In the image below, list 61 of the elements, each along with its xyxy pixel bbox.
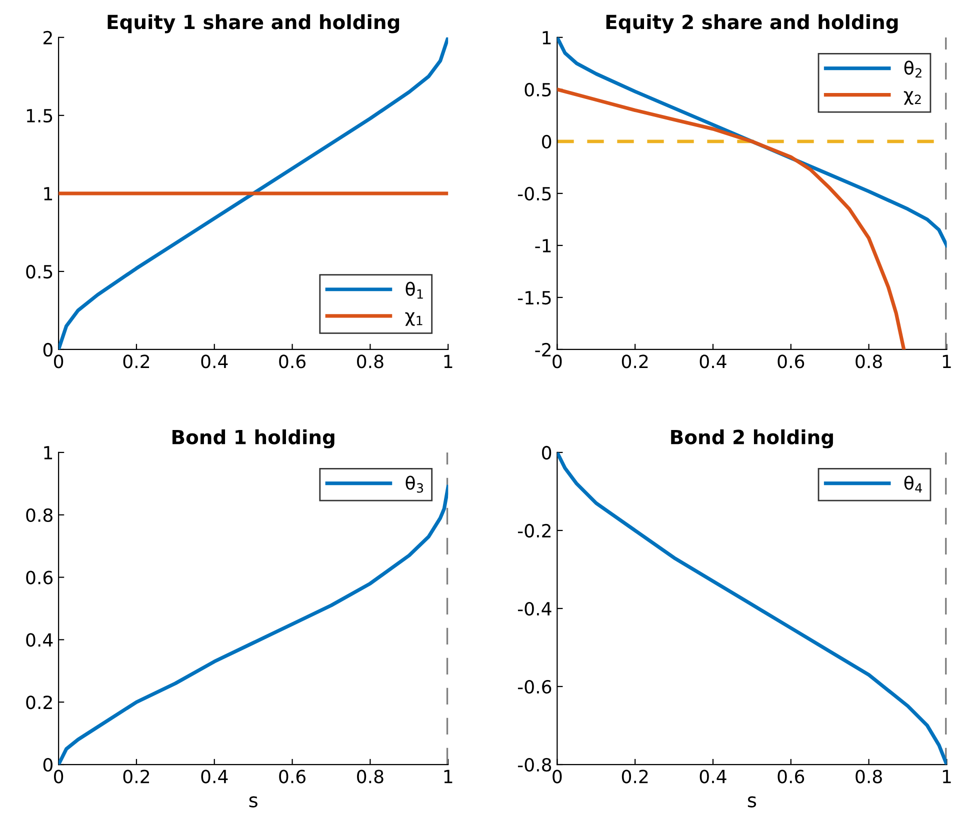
y-tick-label: 1.5 xyxy=(26,109,52,123)
y-tick-label: 0 xyxy=(542,134,552,149)
y-tick-label: -2 xyxy=(535,342,551,356)
legend-label: θ$_{4}$ xyxy=(904,476,922,493)
y-tick-label: 0 xyxy=(542,446,552,460)
y-tick-label: -0.4 xyxy=(518,602,552,616)
x-tick-label: 0.4 xyxy=(201,354,228,368)
chart-title: Bond 1 holding xyxy=(172,429,334,448)
x-tick-label: 0 xyxy=(552,770,562,784)
y-tick-label: -0.6 xyxy=(518,680,552,694)
chart-title: Equity 1 share and holding xyxy=(108,14,400,34)
x-tick-label: 0.2 xyxy=(622,354,648,368)
legend-label: χ$_{1}$ xyxy=(405,312,422,326)
x-tick-label: 0 xyxy=(54,770,64,784)
x-tick-label: 0.6 xyxy=(778,770,804,784)
x-tick-label: 0 xyxy=(54,354,64,368)
x-tick-label: 0.6 xyxy=(279,354,306,368)
x-tick-label: 1 xyxy=(942,354,951,368)
chart-title: Equity 2 share and holding xyxy=(606,14,898,34)
x-tick-label: 0 xyxy=(552,354,562,368)
line-series xyxy=(557,452,947,765)
x-tick-label: 0.2 xyxy=(123,354,150,368)
y-tick-label: -0.8 xyxy=(518,758,552,772)
chart-title: Bond 2 holding xyxy=(671,429,833,448)
legend-label: θ$_{1}$ xyxy=(406,282,423,299)
x-tick-label: 0.8 xyxy=(357,354,384,368)
x-tick-label: 0.8 xyxy=(357,770,384,784)
x-tick-label: 0.6 xyxy=(279,770,306,784)
legend-label: χ$_{2}$ xyxy=(904,91,921,105)
y-tick-label: 0.6 xyxy=(26,570,53,584)
x-tick-label: 0.8 xyxy=(856,770,882,784)
y-tick-label: 0.5 xyxy=(524,82,551,97)
x-tick-label: 0.4 xyxy=(201,770,228,784)
y-tick-label: -0.2 xyxy=(518,524,551,538)
line-series xyxy=(58,37,448,350)
y-tick-label: 1 xyxy=(44,187,52,200)
y-tick-label: 2 xyxy=(44,30,52,44)
y-tick-label: -0.5 xyxy=(518,186,551,201)
y-tick-label: -1 xyxy=(535,239,551,252)
x-tick-label: 0.2 xyxy=(622,770,648,784)
x-axis-title: s xyxy=(748,796,756,808)
x-tick-label: 0.4 xyxy=(700,770,726,784)
y-tick-label: 0.2 xyxy=(26,696,52,710)
y-tick-label: 0 xyxy=(43,758,52,772)
y-tick-label: 0 xyxy=(43,342,52,357)
y-tick-label: 1 xyxy=(44,446,52,460)
y-tick-label: -1.5 xyxy=(518,291,551,305)
x-tick-label: 0.6 xyxy=(778,354,804,368)
x-tick-label: 0.4 xyxy=(700,354,726,368)
legend-label: θ$_{2}$ xyxy=(904,60,922,78)
x-tick-label: 0.2 xyxy=(123,770,150,784)
y-tick-label: 0.5 xyxy=(26,264,52,279)
x-tick-label: 0.8 xyxy=(856,354,882,368)
y-tick-label: 0.4 xyxy=(26,633,53,647)
y-tick-label: 1 xyxy=(542,31,551,44)
x-tick-label: 1 xyxy=(942,770,951,784)
x-tick-label: 1 xyxy=(444,354,452,368)
y-tick-label: 0.8 xyxy=(26,508,52,522)
legend-label: θ$_{3}$ xyxy=(406,476,424,493)
x-tick-label: 1 xyxy=(444,770,452,784)
x-axis-title: s xyxy=(249,796,258,808)
